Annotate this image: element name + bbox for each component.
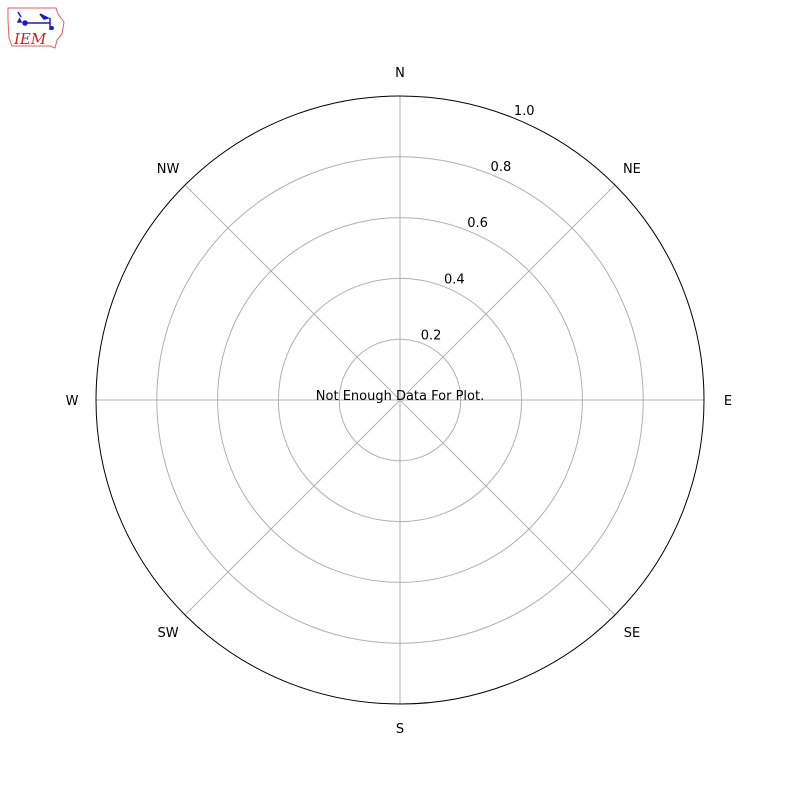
direction-label-sw: SW [158, 626, 179, 641]
polar-grid: N NE E SE S SW W NW 0.2 0.4 0.6 0.8 1.0 Not Enough Da… [66, 66, 733, 737]
direction-label-w: W [66, 394, 79, 409]
weather-station-icon [16, 11, 54, 30]
iem-logo: IEM [7, 7, 65, 49]
rtick-label: 0.8 [491, 160, 512, 175]
no-data-message: Not Enough Data For Plot. [316, 389, 484, 404]
direction-label-ne: NE [623, 162, 641, 177]
grid-spoke [399, 184, 616, 401]
rtick-label: 0.2 [421, 329, 442, 344]
logo-text: IEM [13, 30, 47, 48]
polar-frame [95, 95, 705, 705]
direction-label-s: S [396, 722, 404, 737]
grid-spoke [399, 399, 616, 616]
direction-label-nw: NW [157, 162, 180, 177]
grid-spoke [184, 399, 401, 616]
rtick-label: 0.6 [467, 216, 488, 231]
rtick-label: 0.4 [444, 272, 465, 287]
grid-spoke [184, 184, 401, 401]
direction-label-e: E [724, 394, 732, 409]
direction-label-n: N [395, 66, 405, 81]
rtick-label: 1.0 [514, 104, 535, 119]
direction-label-se: SE [624, 626, 640, 641]
